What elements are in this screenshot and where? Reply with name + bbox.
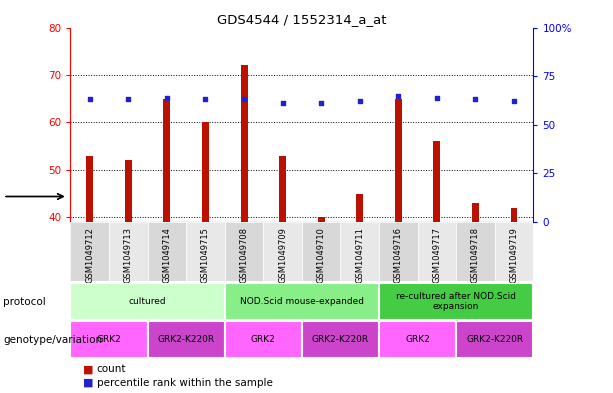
Bar — [70, 321, 148, 358]
Text: GSM1049715: GSM1049715 — [201, 227, 210, 283]
Point — [471, 96, 481, 103]
Bar — [109, 222, 148, 281]
Bar — [456, 321, 533, 358]
Point — [432, 94, 442, 101]
Point — [200, 96, 210, 103]
Bar — [225, 283, 379, 320]
Text: GSM1049714: GSM1049714 — [162, 227, 172, 283]
Point — [162, 94, 172, 101]
Text: cultured: cultured — [129, 297, 167, 306]
Text: GSM1049710: GSM1049710 — [317, 227, 326, 283]
Bar — [225, 321, 302, 358]
Text: GSM1049718: GSM1049718 — [471, 227, 480, 283]
Text: GSM1049716: GSM1049716 — [394, 227, 403, 283]
Bar — [379, 321, 456, 358]
Bar — [511, 208, 517, 222]
Bar — [302, 321, 379, 358]
Text: count: count — [97, 364, 126, 374]
Text: GSM1049712: GSM1049712 — [85, 227, 94, 283]
Bar — [356, 194, 364, 222]
Text: protocol: protocol — [3, 297, 46, 307]
Text: GSM1049717: GSM1049717 — [432, 227, 441, 283]
Text: GSM1049713: GSM1049713 — [124, 227, 133, 283]
Bar — [495, 222, 533, 281]
Bar — [318, 217, 325, 222]
Text: GSM1049708: GSM1049708 — [240, 227, 248, 283]
Bar — [279, 156, 286, 222]
Text: GSM1049719: GSM1049719 — [509, 227, 519, 283]
Point — [123, 96, 133, 103]
Text: GRK2-K220R: GRK2-K220R — [466, 335, 524, 344]
Bar — [417, 222, 456, 281]
Text: NOD.Scid mouse-expanded: NOD.Scid mouse-expanded — [240, 297, 364, 306]
Point — [355, 98, 365, 105]
Bar — [125, 160, 132, 222]
Text: ■: ■ — [83, 378, 93, 388]
Bar — [456, 222, 495, 281]
Bar — [395, 99, 402, 222]
Point — [239, 96, 249, 103]
Text: GRK2-K220R: GRK2-K220R — [312, 335, 369, 344]
Text: percentile rank within the sample: percentile rank within the sample — [97, 378, 273, 388]
Title: GDS4544 / 1552314_a_at: GDS4544 / 1552314_a_at — [217, 13, 387, 26]
Point — [509, 98, 519, 105]
Point — [85, 96, 94, 103]
Text: re-cultured after NOD.Scid
expansion: re-cultured after NOD.Scid expansion — [396, 292, 516, 311]
Bar — [186, 222, 225, 281]
Bar — [164, 99, 170, 222]
Text: GSM1049709: GSM1049709 — [278, 227, 287, 283]
Point — [278, 100, 287, 107]
Bar — [379, 222, 417, 281]
Bar — [340, 222, 379, 281]
Text: GRK2: GRK2 — [97, 335, 121, 344]
Bar — [225, 222, 264, 281]
Bar — [240, 66, 248, 222]
Text: genotype/variation: genotype/variation — [3, 335, 102, 345]
Bar — [472, 203, 479, 222]
Bar — [86, 156, 93, 222]
Bar — [148, 321, 225, 358]
Bar — [433, 141, 440, 222]
Text: GSM1049711: GSM1049711 — [356, 227, 364, 283]
Bar — [379, 283, 533, 320]
Point — [316, 100, 326, 107]
Bar — [302, 222, 340, 281]
Point — [394, 92, 403, 99]
Text: GRK2: GRK2 — [405, 335, 430, 344]
Bar — [70, 222, 109, 281]
Text: ■: ■ — [83, 364, 93, 374]
Bar — [70, 283, 225, 320]
Bar — [202, 122, 209, 222]
Bar — [264, 222, 302, 281]
Text: GRK2: GRK2 — [251, 335, 276, 344]
Bar — [148, 222, 186, 281]
Text: GRK2-K220R: GRK2-K220R — [158, 335, 215, 344]
